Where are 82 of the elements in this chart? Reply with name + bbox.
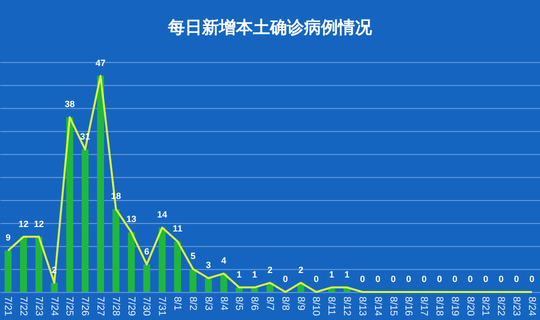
x-tick-label: 8/4 bbox=[218, 296, 229, 311]
data-label: 12 bbox=[34, 218, 44, 229]
data-label: 9 bbox=[6, 232, 11, 243]
x-tick-label: 8/21 bbox=[480, 296, 491, 316]
data-label: 1 bbox=[329, 269, 334, 280]
data-label: 0 bbox=[390, 274, 396, 284]
data-label: 0 bbox=[529, 274, 534, 284]
data-label: 1 bbox=[252, 269, 258, 280]
x-tick-label: 8/24 bbox=[526, 296, 537, 316]
data-label: 11 bbox=[172, 223, 182, 234]
x-tick-label: 8/12 bbox=[341, 296, 352, 316]
x-tick-label: 8/13 bbox=[356, 296, 368, 316]
bar bbox=[97, 76, 104, 292]
bar bbox=[158, 228, 166, 292]
data-label: 0 bbox=[498, 274, 504, 284]
bar bbox=[50, 282, 58, 292]
x-tick-label: 7/22 bbox=[17, 296, 28, 316]
x-tick-label: 8/9 bbox=[294, 296, 306, 311]
x-tick-label: 7/31 bbox=[156, 296, 168, 316]
bar bbox=[35, 236, 42, 292]
x-tick-label: 8/10 bbox=[310, 296, 322, 316]
bar bbox=[66, 117, 74, 292]
x-tick-label: 7/23 bbox=[32, 296, 44, 316]
data-label: 0 bbox=[314, 274, 319, 284]
data-label: 47 bbox=[96, 58, 106, 68]
x-tick-label: 8/16 bbox=[402, 296, 414, 316]
x-tick-label: 7/27 bbox=[94, 296, 106, 316]
x-tick-label: 7/21 bbox=[2, 296, 14, 316]
data-label: 12 bbox=[18, 218, 29, 229]
data-label: 0 bbox=[422, 274, 427, 284]
x-tick-label: 8/15 bbox=[387, 296, 398, 316]
x-tick-label: 8/3 bbox=[202, 296, 214, 311]
data-label: 5 bbox=[190, 251, 196, 261]
x-tick-label: 8/11 bbox=[326, 296, 337, 316]
x-tick-label: 7/29 bbox=[125, 296, 136, 316]
x-tick-label: 7/24 bbox=[48, 296, 60, 316]
data-label: 2 bbox=[267, 264, 273, 275]
x-tick-label: 7/30 bbox=[140, 296, 152, 316]
x-tick-label: 8/8 bbox=[279, 296, 290, 311]
x-tick-label: 8/23 bbox=[510, 296, 522, 316]
bar bbox=[143, 264, 150, 292]
x-tick-label: 7/28 bbox=[110, 296, 121, 316]
data-label: 6 bbox=[144, 246, 150, 256]
x-tick-label: 7/26 bbox=[79, 296, 90, 316]
data-label: 0 bbox=[468, 274, 473, 284]
x-tick-label: 8/19 bbox=[448, 296, 460, 316]
data-label: 0 bbox=[282, 274, 288, 284]
bar bbox=[128, 232, 135, 292]
bar bbox=[174, 241, 182, 292]
data-label: 0 bbox=[452, 274, 458, 284]
x-tick-label: 7/25 bbox=[64, 296, 75, 316]
data-label: 0 bbox=[406, 274, 412, 284]
data-label: 14 bbox=[157, 210, 168, 220]
chart-title: 每日新增本土确诊病例情况 bbox=[167, 18, 373, 38]
x-tick-label: 8/6 bbox=[248, 296, 260, 311]
x-tick-label: 8/22 bbox=[495, 296, 506, 316]
bar bbox=[204, 278, 212, 292]
x-tick-label: 8/20 bbox=[464, 296, 476, 316]
x-tick-label: 8/14 bbox=[372, 296, 383, 316]
x-tick-label: 8/7 bbox=[264, 296, 275, 311]
x-tick-label: 8/2 bbox=[186, 296, 198, 311]
x-tick-label: 8/5 bbox=[233, 296, 244, 311]
bar bbox=[112, 209, 120, 292]
x-tick-label: 8/18 bbox=[433, 296, 444, 316]
data-label: 0 bbox=[436, 274, 442, 284]
data-label: 1 bbox=[344, 269, 350, 280]
data-label: 4 bbox=[221, 256, 226, 266]
x-tick-label: 8/1 bbox=[172, 296, 183, 311]
data-label: 0 bbox=[514, 274, 520, 284]
data-label: 38 bbox=[64, 99, 75, 110]
bar bbox=[20, 236, 27, 292]
data-label: 3 bbox=[206, 260, 211, 270]
bar bbox=[4, 250, 12, 292]
data-label: 0 bbox=[375, 274, 380, 284]
data-label: 1 bbox=[236, 269, 242, 280]
data-label: 13 bbox=[126, 214, 136, 224]
data-label: 0 bbox=[360, 274, 365, 284]
bar bbox=[82, 149, 89, 292]
data-label: 0 bbox=[483, 274, 488, 284]
bar bbox=[190, 269, 196, 292]
x-tick-label: 8/17 bbox=[418, 296, 430, 316]
data-label: 2 bbox=[298, 264, 304, 275]
